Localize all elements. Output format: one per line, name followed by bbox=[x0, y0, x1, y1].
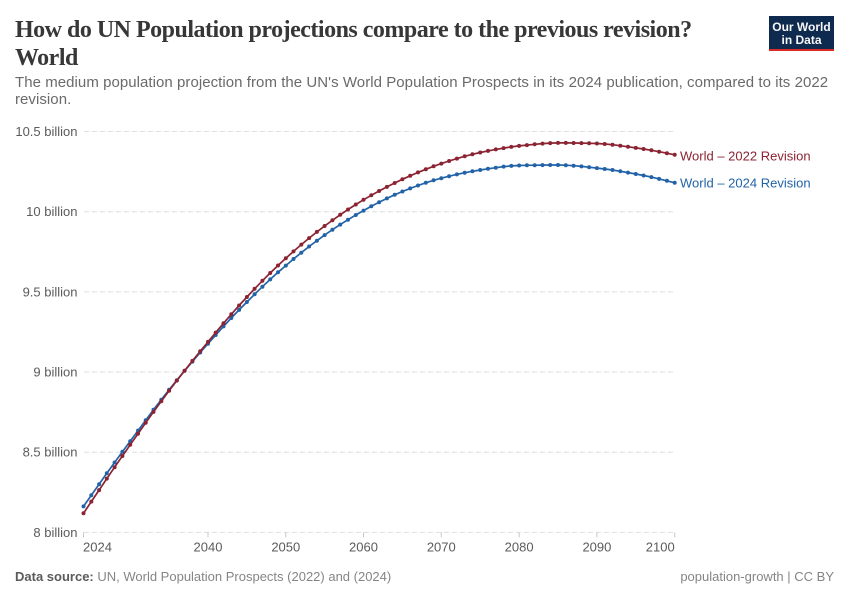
svg-text:2040: 2040 bbox=[194, 540, 223, 555]
svg-text:2070: 2070 bbox=[427, 540, 456, 555]
svg-text:2090: 2090 bbox=[582, 540, 611, 555]
svg-text:2024: 2024 bbox=[83, 540, 112, 555]
svg-text:10.5 billion: 10.5 billion bbox=[15, 124, 77, 139]
svg-text:9.5 billion: 9.5 billion bbox=[23, 284, 78, 299]
svg-text:8.5 billion: 8.5 billion bbox=[23, 445, 78, 460]
svg-text:10 billion: 10 billion bbox=[26, 204, 77, 219]
svg-text:2080: 2080 bbox=[505, 540, 534, 555]
svg-text:2050: 2050 bbox=[271, 540, 300, 555]
svg-text:8 billion: 8 billion bbox=[33, 525, 77, 540]
svg-text:World – 2024 Revision: World – 2024 Revision bbox=[680, 176, 811, 191]
svg-text:2060: 2060 bbox=[349, 540, 378, 555]
svg-text:9 billion: 9 billion bbox=[33, 365, 77, 380]
svg-text:2100: 2100 bbox=[646, 540, 675, 555]
svg-text:World – 2022 Revision: World – 2022 Revision bbox=[680, 149, 811, 164]
